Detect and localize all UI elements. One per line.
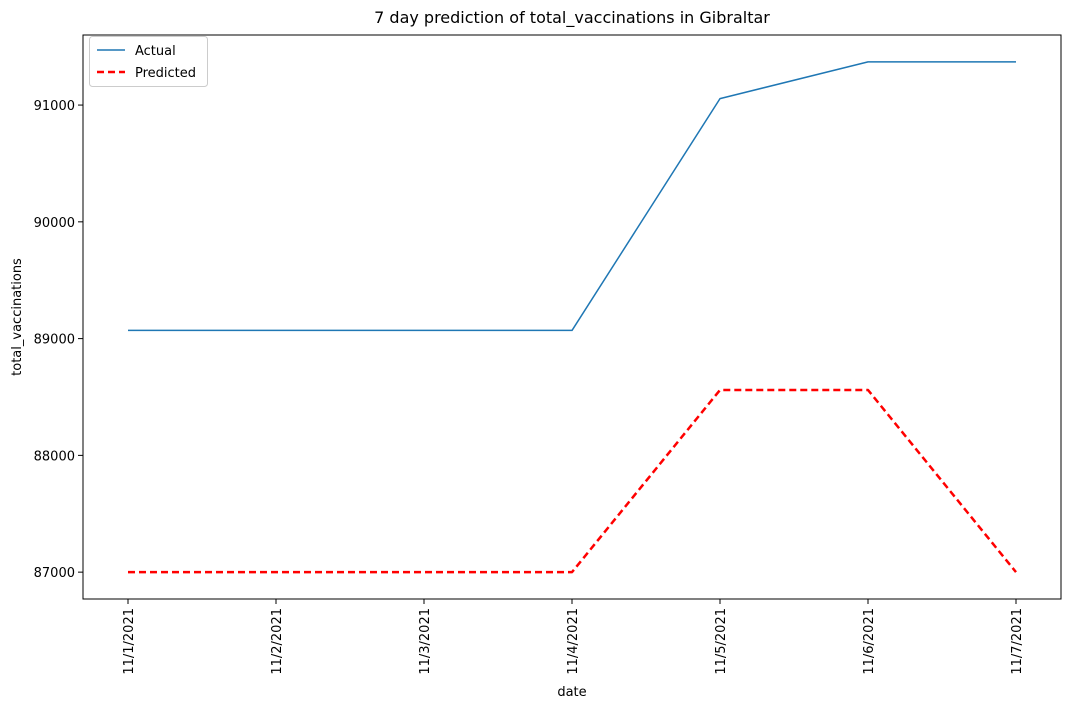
x-axis-label: date [557,685,586,700]
x-tick-label: 11/7/2021 [1010,608,1025,675]
series-line-predicted [128,388,1017,574]
x-tick-label: 11/1/2021 [122,608,137,675]
y-tick-label: 90000 [34,216,75,231]
x-tick-label: 11/2/2021 [270,608,285,675]
legend: Actual Predicted [89,36,208,87]
series-layer [128,61,1017,574]
y-tick-label: 89000 [34,333,75,348]
x-tick-label: 11/5/2021 [714,608,729,675]
series-line-actual [128,61,1016,332]
y-tick-label: 88000 [34,449,75,464]
y-tick-label: 87000 [34,566,75,581]
x-tick-label: 11/3/2021 [418,608,433,675]
y-tick-label: 91000 [34,99,75,114]
x-tick-label: 11/4/2021 [566,608,581,675]
legend-label-actual: Actual [135,44,176,59]
y-axis-label-group: total_vaccinations [10,258,25,376]
x-tick-label: 11/6/2021 [862,608,877,675]
chart-title: 7 day prediction of total_vaccinations i… [374,8,770,28]
x-axis-ticks: 11/1/2021 11/2/2021 11/3/2021 11/4/2021 11/5… [122,599,1025,675]
y-axis-label: total_vaccinations [10,258,25,376]
legend-label-predicted: Predicted [135,66,196,81]
plot-area-frame [82,34,1062,600]
legend-box [89,36,208,87]
y-axis-ticks: 87000 88000 89000 90000 91000 [34,99,83,581]
